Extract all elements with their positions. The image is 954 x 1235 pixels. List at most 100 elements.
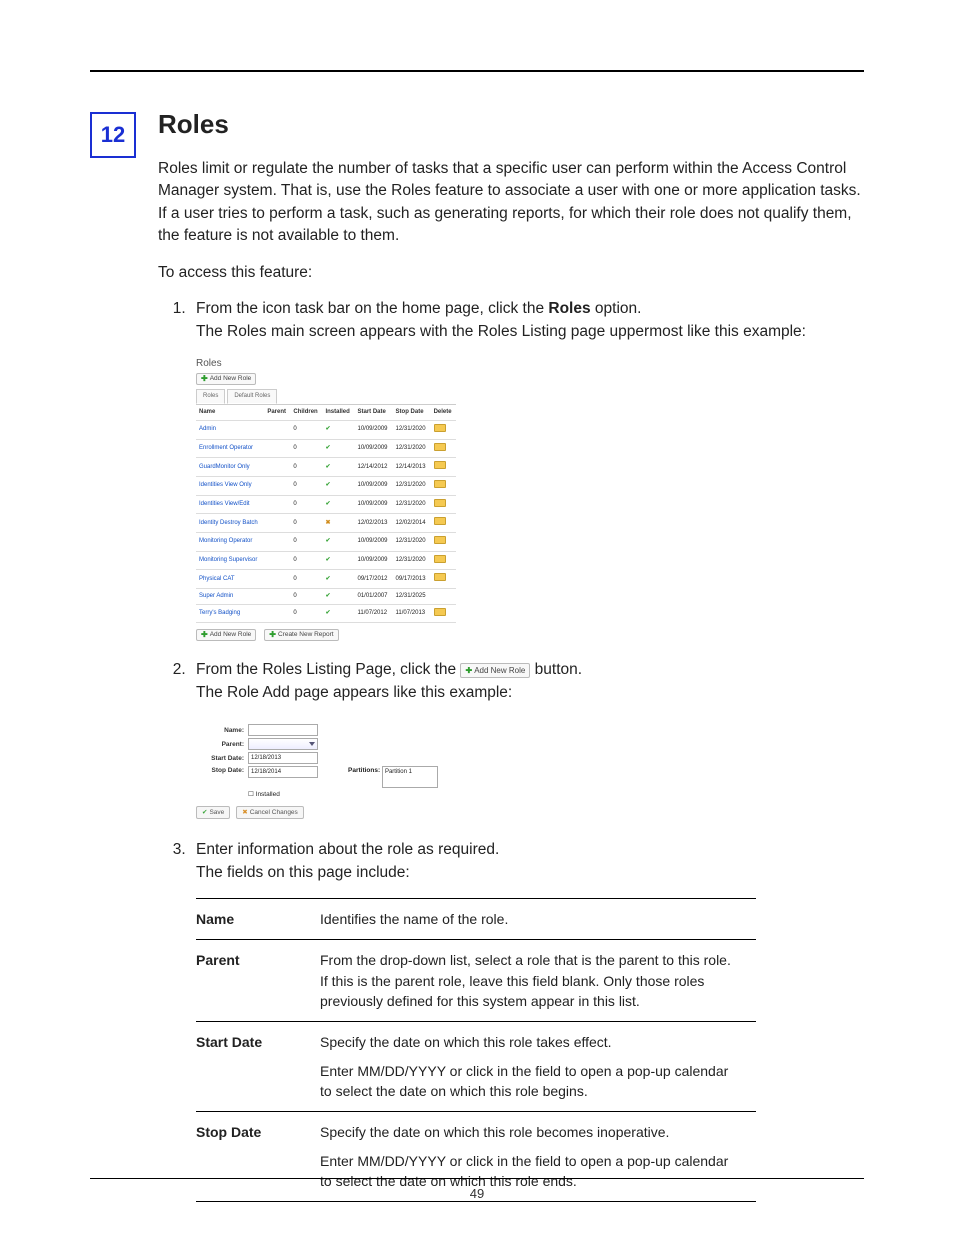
cell-start: 12/14/2012 [354,458,392,477]
cell-start: 10/09/2009 [354,439,392,458]
cell-name: Identities View Only [196,476,264,495]
cell-start: 12/02/2013 [354,514,392,533]
table-row: Identities View/Edit0✔10/09/200912/31/20… [196,495,456,514]
table-row: Identity Destroy Batch 0✖12/02/201312/02/… [196,514,456,533]
step-3-result: The fields on this page include: [196,862,864,884]
inline-add-label: Add New Role [474,665,525,677]
col-name: Name [196,405,264,420]
form-start-input[interactable]: 12/18/2013 [248,752,318,764]
field-row: Start DateSpecify the date on which this… [196,1022,756,1112]
cancel-button[interactable]: ✖Cancel Changes [236,806,304,819]
check-icon: ✔ [202,808,207,817]
form-start-label: Start Date: [196,754,248,763]
add-new-role-button-bottom[interactable]: ✚ Add New Role [196,629,256,641]
cell-installed: ✔ [322,551,354,570]
step-1-after: option. [591,300,642,317]
tab-roles[interactable]: Roles [196,389,225,404]
role-link[interactable]: Admin [199,426,216,432]
form-partitions: Partitions: Partition 1 [348,766,438,788]
delete-icon[interactable] [434,536,446,544]
cell-name: GuardMonitor Only [196,458,264,477]
field-row: ParentFrom the drop-down list, select a … [196,940,756,1022]
table-row: Physical CAT0✔09/17/201209/17/2013 [196,570,456,589]
step-2: From the Roles Listing Page, click the ✚… [190,659,864,831]
create-new-report-button[interactable]: ✚ Create New Report [264,629,338,641]
cell-name: Monitoring Supervisor [196,551,264,570]
cell-name: Enrollment Operator [196,439,264,458]
roles-table: Name Parent Children Installed Start Dat… [196,405,456,623]
form-name-input[interactable] [248,724,318,736]
delete-icon[interactable] [434,480,446,488]
cell-start: 11/07/2012 [354,604,392,623]
cell-name: Monitoring Operator [196,532,264,551]
form-stop-label: Stop Date: [196,766,248,775]
cell-stop: 12/14/2013 [393,458,431,477]
role-link[interactable]: Identities View Only [199,482,252,488]
cell-name: Super Admin [196,589,264,605]
table-row: Monitoring Supervisor0✔10/09/200912/31/2… [196,551,456,570]
delete-icon[interactable] [434,443,446,451]
cell-delete [431,476,456,495]
form-parent-select[interactable] [248,738,318,750]
check-icon: ✔ [325,482,330,488]
cancel-icon: ✖ [242,808,247,817]
col-start: Start Date [354,405,392,420]
role-link[interactable]: Super Admin [199,593,233,599]
cancel-label: Cancel Changes [250,808,298,817]
fields-table: NameIdentifies the name of the role.Pare… [196,898,756,1202]
delete-icon[interactable] [434,461,446,469]
cell-name: Identities View/Edit [196,495,264,514]
footer-rule [90,1178,864,1179]
cell-parent [264,495,290,514]
role-link[interactable]: Physical CAT [199,576,235,582]
role-link[interactable]: Identity Destroy Batch [199,520,258,526]
delete-icon[interactable] [434,499,446,507]
role-link[interactable]: Enrollment Operator [199,445,253,451]
cell-start: 10/09/2009 [354,495,392,514]
check-icon: ✔ [325,501,330,507]
tab-default-roles[interactable]: Default Roles [227,389,277,404]
add-new-role-button[interactable]: ✚ Add New Role [196,373,256,385]
role-link[interactable]: Monitoring Operator [199,538,252,544]
delete-icon[interactable] [434,573,446,581]
plus-icon: ✚ [465,665,472,677]
cell-installed: ✖ [322,514,354,533]
cell-stop: 11/07/2013 [393,604,431,623]
cell-installed: ✔ [322,604,354,623]
form-partitions-list[interactable]: Partition 1 [382,766,438,788]
role-link[interactable]: Monitoring Supervisor [199,557,257,563]
cell-stop: 12/31/2020 [393,476,431,495]
step-3: Enter information about the role as requ… [190,839,864,1202]
cell-parent [264,420,290,439]
check-icon: ✔ [325,557,330,563]
field-name: Parent [196,940,320,1022]
cell-stop: 12/31/2020 [393,495,431,514]
cell-installed: ✔ [322,532,354,551]
role-link[interactable]: Terry's Badging [199,610,240,616]
delete-icon[interactable] [434,608,446,616]
cell-start: 10/09/2009 [354,532,392,551]
field-desc: Specify the date on which this role take… [320,1022,756,1112]
col-delete: Delete [431,405,456,420]
form-stop-input[interactable]: 12/18/2014 [248,766,318,778]
delete-icon[interactable] [434,517,446,525]
role-link[interactable]: GuardMonitor Only [199,464,250,470]
cell-stop: 12/02/2014 [393,514,431,533]
delete-icon[interactable] [434,555,446,563]
form-installed-checkbox[interactable]: ☐ Installed [248,790,280,799]
save-button[interactable]: ✔Save [196,806,230,819]
cell-name: Physical CAT [196,570,264,589]
cell-children: 0 [290,514,322,533]
cell-installed: ✔ [322,458,354,477]
table-row: Enrollment Operator0✔10/09/200912/31/202… [196,439,456,458]
delete-icon[interactable] [434,424,446,432]
steps-list: From the icon task bar on the home page,… [190,298,864,1202]
check-icon: ✔ [325,593,330,599]
cell-parent [264,476,290,495]
role-link[interactable]: Identities View/Edit [199,501,250,507]
form-parent-label: Parent: [196,740,248,749]
cell-delete [431,551,456,570]
inline-add-new-role-button[interactable]: ✚ Add New Role [460,663,530,679]
col-parent: Parent [264,405,290,420]
listing-tabs: Roles Default Roles [196,389,456,405]
